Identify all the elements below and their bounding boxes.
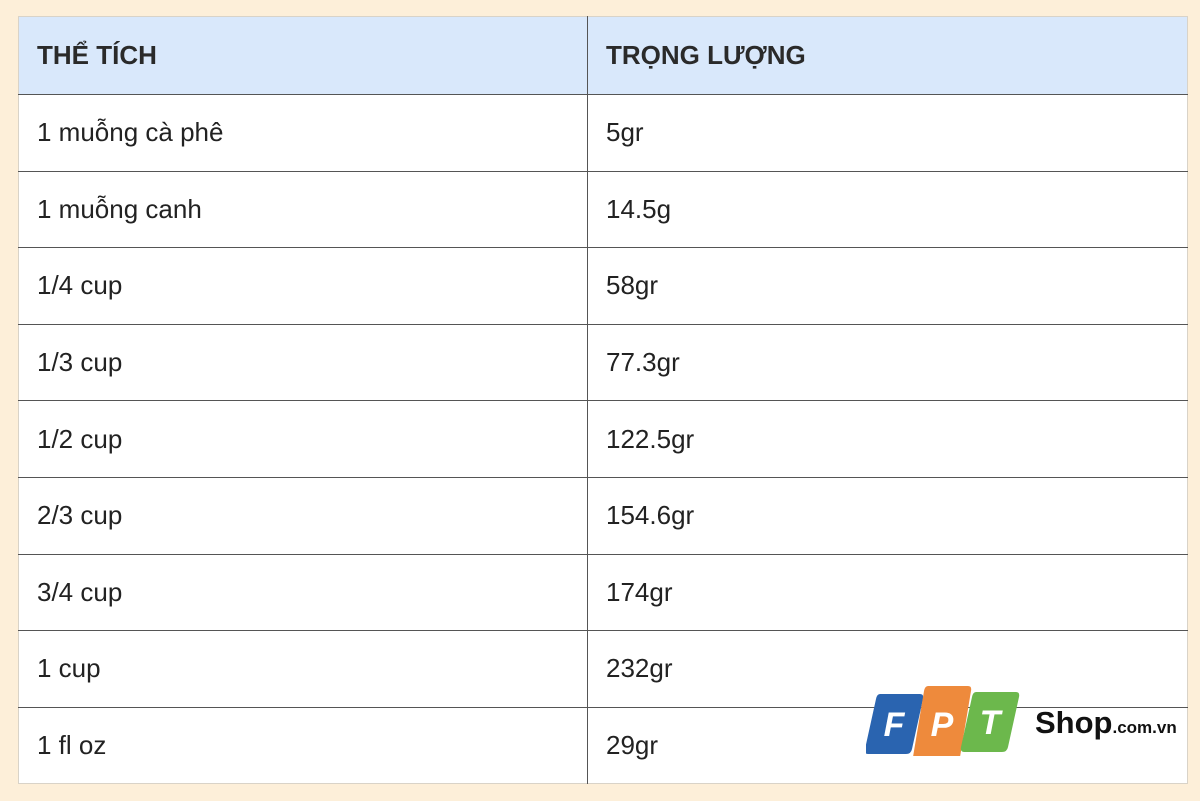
weight-cell: 14.5g bbox=[587, 171, 1188, 249]
logo-tile-t bbox=[960, 692, 1020, 752]
table-row: 1 muỗng cà phê 5gr bbox=[18, 94, 1188, 172]
table-row: 1/2 cup 122.5gr bbox=[18, 400, 1188, 478]
weight-cell: 174gr bbox=[587, 554, 1188, 632]
volume-cell: 1/4 cup bbox=[18, 247, 588, 325]
header-volume: THỂ TÍCH bbox=[18, 16, 588, 95]
volume-cell: 2/3 cup bbox=[18, 477, 588, 555]
weight-cell: 58gr bbox=[587, 247, 1188, 325]
table-row: 1 muỗng canh 14.5g bbox=[18, 171, 1188, 249]
shop-wordmark: Shop.com.vn bbox=[1035, 705, 1177, 741]
domain-text: .com.vn bbox=[1112, 718, 1177, 737]
header-weight: TRỌNG LƯỢNG bbox=[587, 16, 1188, 95]
logo-letter: F bbox=[884, 706, 906, 744]
logo-tile-p bbox=[913, 686, 972, 756]
logo-letter: P bbox=[931, 706, 954, 744]
weight-cell: 77.3gr bbox=[587, 324, 1188, 402]
logo-letter: T bbox=[980, 704, 1004, 742]
header-row: THỂ TÍCH TRỌNG LƯỢNG bbox=[18, 16, 1188, 95]
volume-cell: 1 cup bbox=[18, 630, 588, 708]
volume-cell: 1/2 cup bbox=[18, 400, 588, 478]
logo-tile-f bbox=[866, 694, 924, 754]
table-row: 1 cup 232gr bbox=[18, 630, 1188, 708]
weight-cell: 154.6gr bbox=[587, 477, 1188, 555]
weight-cell: 5gr bbox=[587, 94, 1188, 172]
volume-cell: 3/4 cup bbox=[18, 554, 588, 632]
table-row: 1/3 cup 77.3gr bbox=[18, 324, 1188, 402]
weight-cell: 122.5gr bbox=[587, 400, 1188, 478]
table-row: 3/4 cup 174gr bbox=[18, 554, 1188, 632]
table-row: 1/4 cup 58gr bbox=[18, 247, 1188, 325]
shop-text: Shop bbox=[1035, 705, 1113, 740]
table-row: 1 fl oz 29gr bbox=[18, 707, 1188, 784]
conversion-table: THỂ TÍCH TRỌNG LƯỢNG 1 muỗng cà phê 5gr 1 … bbox=[18, 16, 1188, 785]
table-row: 2/3 cup 154.6gr bbox=[18, 477, 1188, 555]
volume-cell: 1 fl oz bbox=[18, 707, 588, 784]
volume-cell: 1/3 cup bbox=[18, 324, 588, 402]
volume-cell: 1 muỗng cà phê bbox=[18, 94, 588, 172]
volume-cell: 1 muỗng canh bbox=[18, 171, 588, 249]
